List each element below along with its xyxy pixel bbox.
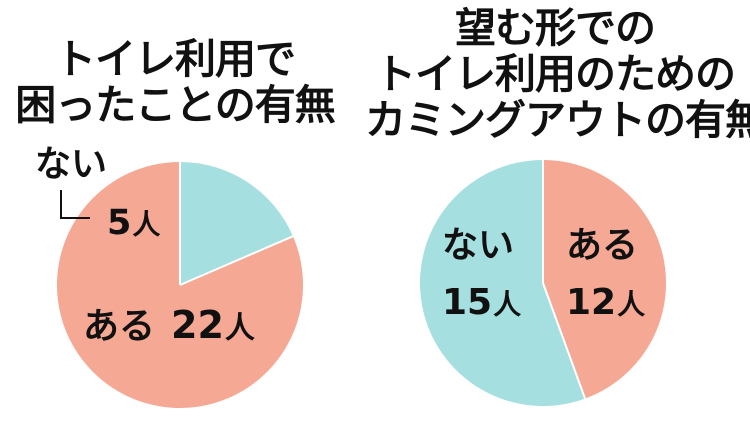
pie1-label-slice-1-name: ない — [442, 225, 514, 266]
pie1-slice-0 — [543, 160, 666, 399]
chart-title-right-line-2: トイレ利用のための — [375, 50, 736, 98]
chart-title-right: 望む形での トイレ利用のための カミングアウトの有無 — [365, 4, 750, 144]
pie1-divider-1 — [542, 282, 587, 399]
pie1-label-slice-0-name: ある — [566, 225, 638, 266]
pie1-label-slice-0-value: 12人 — [566, 282, 645, 323]
chart-title-left-line-1: トイレ利用で — [55, 35, 296, 83]
pie0-label-slice-0-name: ない — [35, 144, 107, 185]
chart-title-left: トイレ利用で 困ったことの有無 — [10, 36, 340, 128]
pie0-divider-1 — [179, 235, 294, 286]
chart-title-left-line-2: 困ったことの有無 — [15, 81, 336, 129]
pie0-leader-line — [60, 190, 90, 219]
pie0-label-slice-0-value: 5人 — [107, 203, 160, 243]
chart-title-right-line-1: 望む形での — [455, 4, 656, 52]
chart-title-right-line-3: カミングアウトの有無 — [365, 96, 750, 144]
pie0-label-slice-1: ある 22人 — [83, 303, 255, 347]
pie1-slice-1 — [419, 160, 586, 406]
pie1-label-slice-1-value: 15人 — [442, 282, 521, 323]
pie0-slice-0 — [180, 161, 293, 285]
